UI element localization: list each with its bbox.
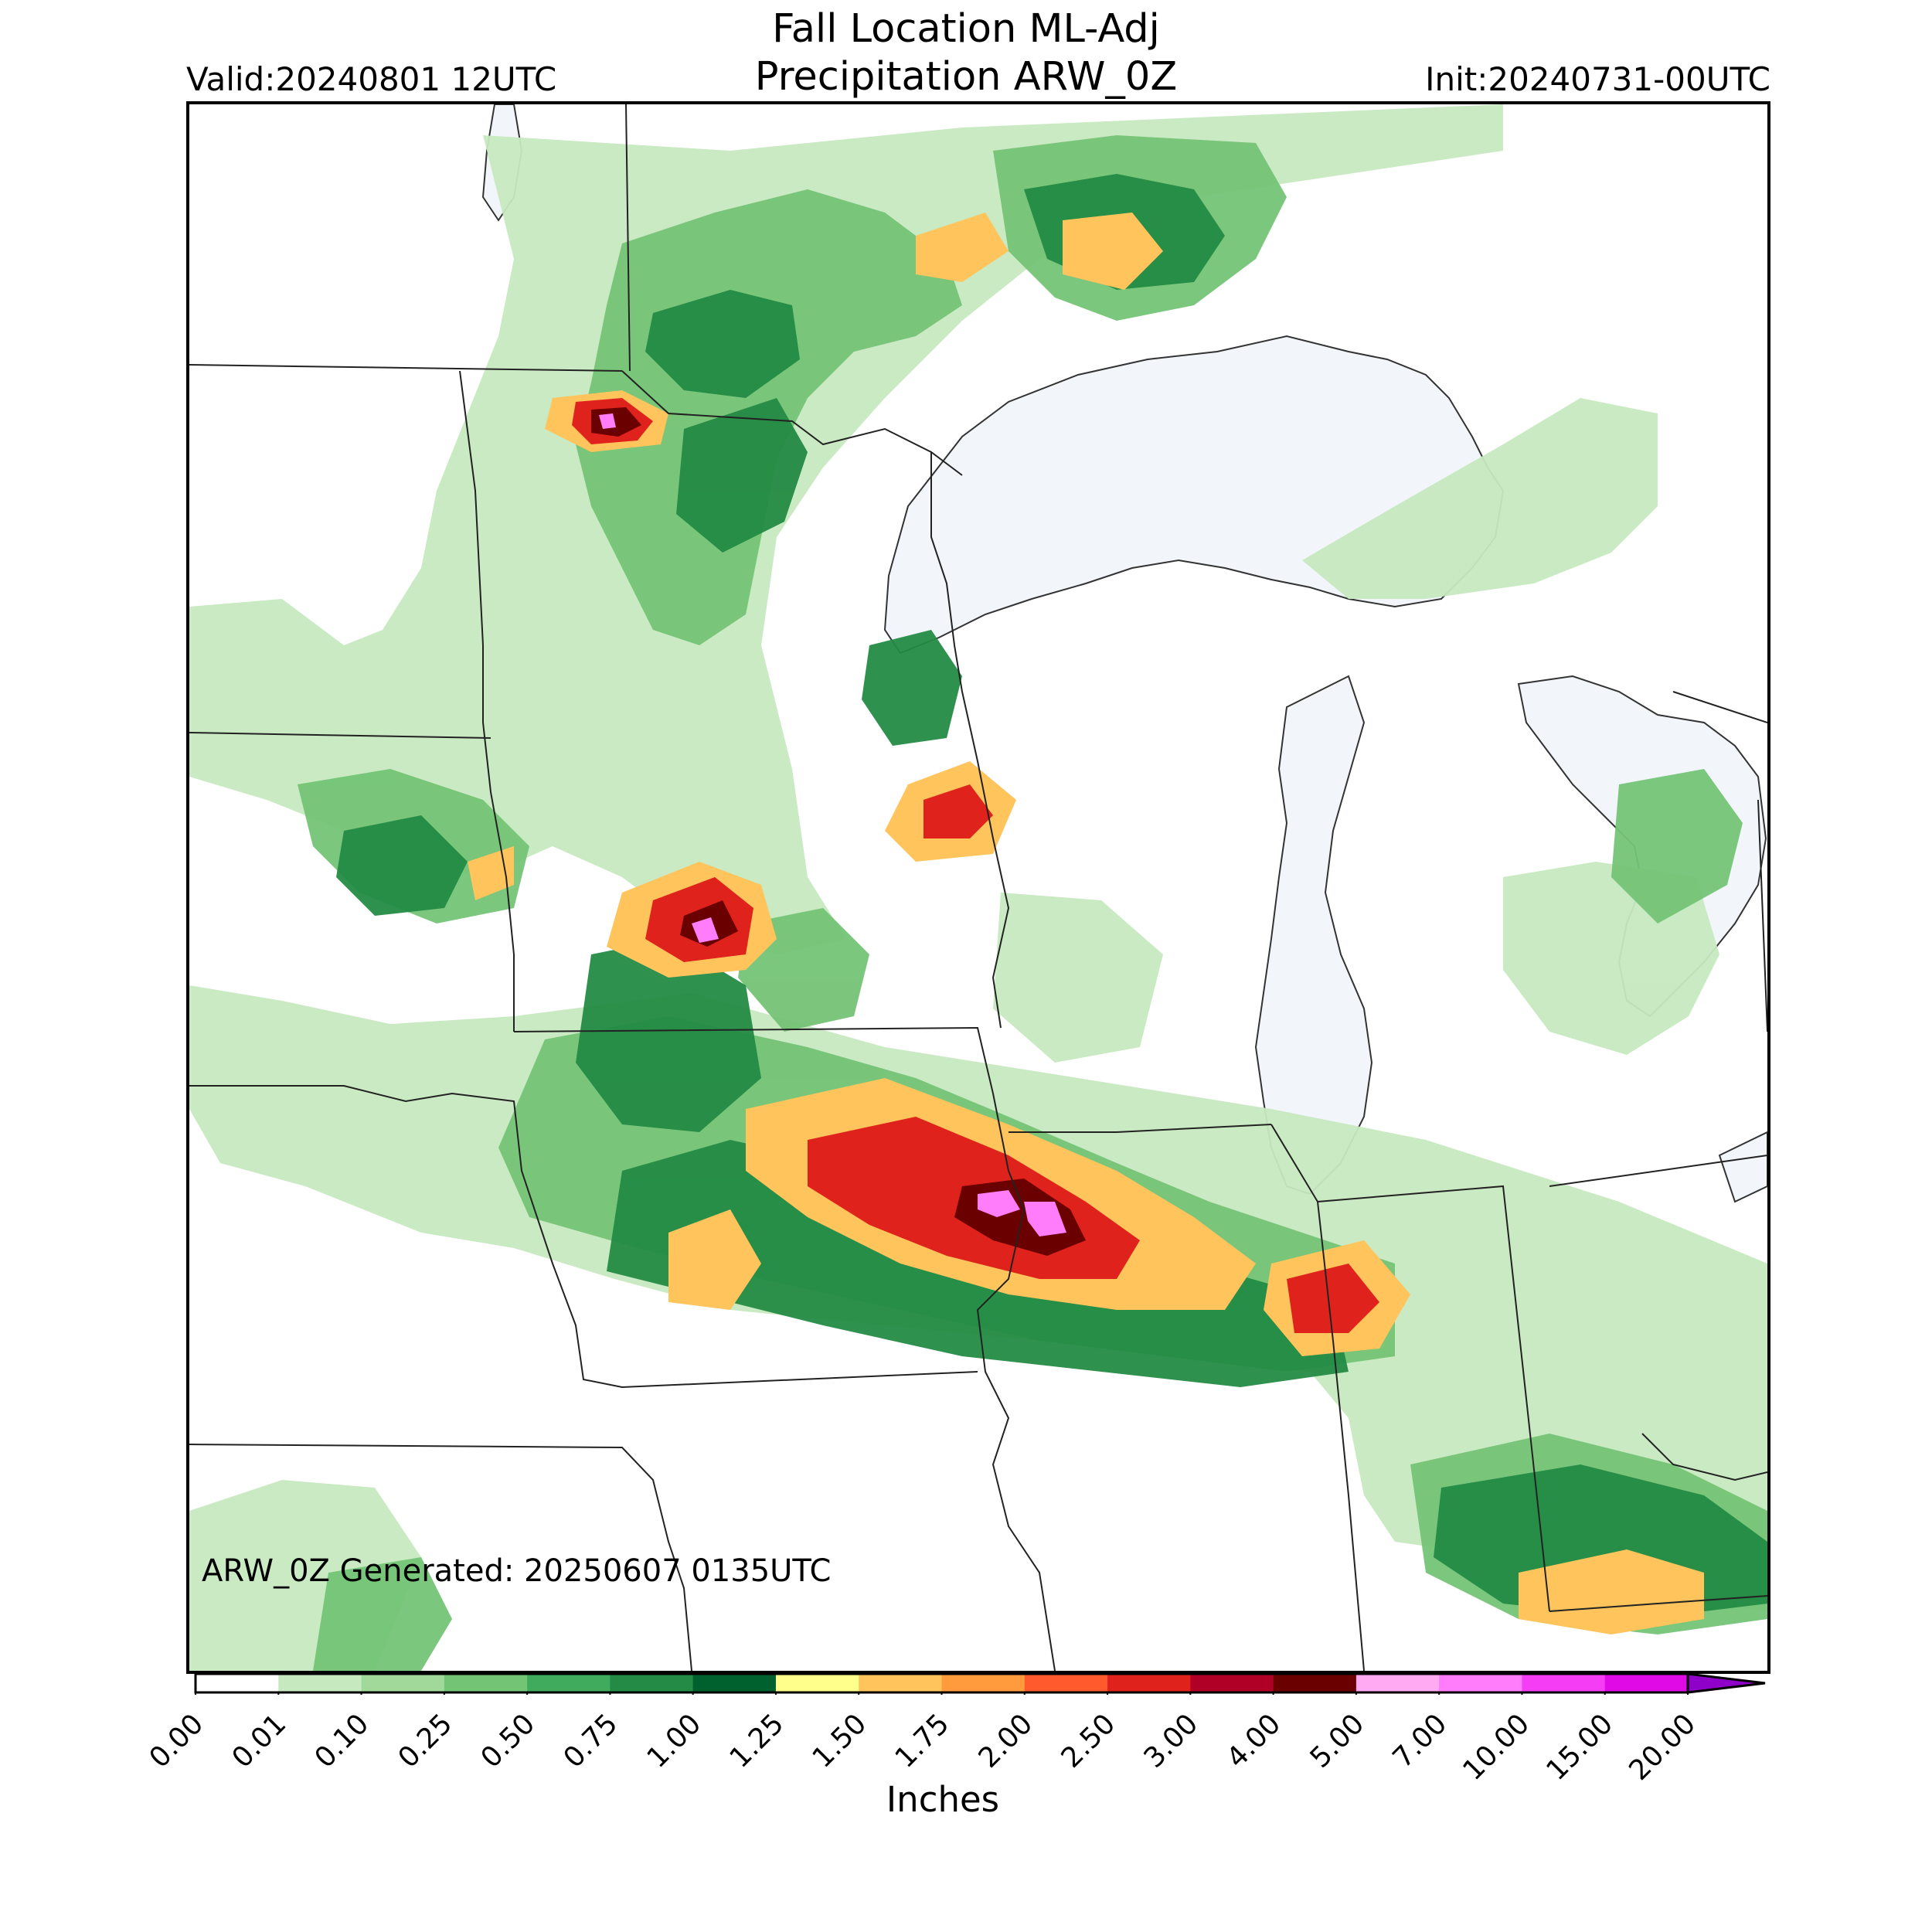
colorbar-bin-5 xyxy=(610,1674,694,1692)
colorbar-tick-label: 7.00 xyxy=(1386,1708,1454,1774)
colorbar-tick-label: 1.00 xyxy=(641,1708,707,1774)
colorbar-tick-label: 0.10 xyxy=(309,1708,376,1774)
colorbar-bin-3 xyxy=(444,1674,528,1692)
valid-time-label: Valid:20240801 12UTC xyxy=(186,60,557,98)
colorbar-tick-label: 20.00 xyxy=(1623,1708,1702,1787)
colorbar-tick-label: 0.01 xyxy=(226,1708,293,1774)
map-title-line-1: Fall Location ML-Adj xyxy=(772,6,1160,52)
generated-timestamp: ARW_0Z Generated: 20250607 0135UTC xyxy=(202,1553,832,1589)
colorbar-bin-4 xyxy=(527,1674,611,1692)
colorbar-tick-label: 4.00 xyxy=(1221,1708,1287,1774)
colorbar-bin-17 xyxy=(1604,1674,1689,1692)
colorbar-bin-8 xyxy=(859,1674,942,1692)
map-canvas xyxy=(189,104,1767,1671)
lake-superior xyxy=(883,335,1505,655)
colorbar-tick-label: 0.00 xyxy=(143,1708,210,1774)
colorbar-bin-15 xyxy=(1439,1674,1522,1692)
colorbar-tick-label: 0.25 xyxy=(392,1708,458,1774)
colorbar-tick-label: 10.00 xyxy=(1457,1708,1536,1787)
colorbar-bin-6 xyxy=(692,1674,777,1692)
map-title-line-2: Precipitation ARW_0Z xyxy=(754,54,1178,100)
colorbar-tick-label: 2.50 xyxy=(1055,1708,1122,1774)
colorbar-bin-9 xyxy=(941,1674,1026,1692)
colorbar-bin-12 xyxy=(1190,1674,1274,1692)
colorbar-tick-label: 0.75 xyxy=(557,1708,624,1774)
colorbar-tick-label: 1.25 xyxy=(723,1708,791,1774)
colorbar-tick-label: 0.50 xyxy=(474,1708,542,1774)
init-time-label: Init:20240731-00UTC xyxy=(1425,60,1770,98)
colorbar xyxy=(193,1672,1777,1698)
lake-erie-fragment xyxy=(1718,1131,1767,1203)
precipitation-map xyxy=(186,101,1770,1674)
colorbar-tick-label: 1.75 xyxy=(889,1708,956,1774)
colorbar-bin-2 xyxy=(361,1674,445,1692)
colorbar-bin-11 xyxy=(1107,1674,1191,1692)
colorbar-tick-label: 1.50 xyxy=(806,1708,873,1774)
colorbar-axis-label: Inches xyxy=(886,1779,1000,1820)
colorbar-tick-label: 2.00 xyxy=(972,1708,1039,1774)
colorbar-tick-label: 3.00 xyxy=(1138,1708,1205,1774)
political-boundaries xyxy=(189,104,1767,1671)
colorbar-bin-14 xyxy=(1355,1674,1440,1692)
colorbar-bar xyxy=(194,1672,1766,1695)
colorbar-bin-7 xyxy=(775,1674,859,1692)
colorbar-bin-16 xyxy=(1522,1674,1606,1692)
colorbar-bin-10 xyxy=(1024,1674,1108,1692)
colorbar-bin-1 xyxy=(278,1674,362,1692)
colorbar-bin-13 xyxy=(1273,1674,1357,1692)
colorbar-tick-label: 5.00 xyxy=(1304,1708,1371,1774)
precipitation-pink xyxy=(599,413,1066,1236)
colorbar-bin-0 xyxy=(196,1674,279,1692)
colorbar-tick-label: 15.00 xyxy=(1540,1708,1619,1787)
colorbar-extend-arrow xyxy=(1686,1672,1766,1694)
